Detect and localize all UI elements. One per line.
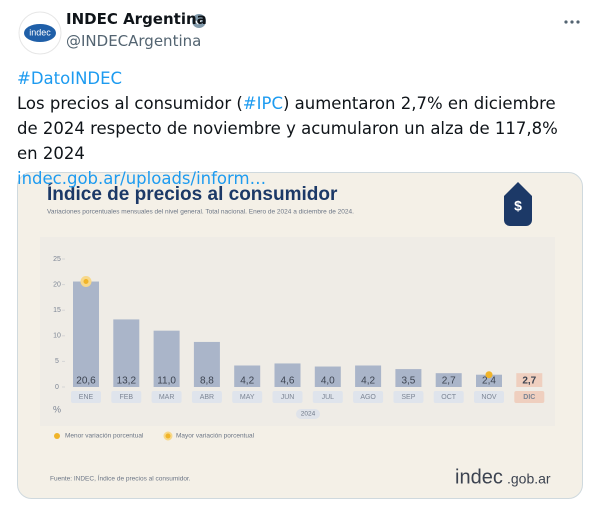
bar (435, 373, 462, 387)
bar (516, 373, 543, 387)
x-tick-label: ENE (79, 394, 94, 401)
chart-title: Índice de precios al consumidor (47, 183, 338, 205)
y-tick-label: 25 (53, 256, 61, 263)
category-pill (71, 391, 101, 403)
category-pill (191, 391, 222, 403)
y-tick-label: 10 (53, 333, 61, 340)
avatar-logo (24, 24, 56, 42)
category-pill (111, 391, 142, 403)
bar (274, 363, 301, 387)
value-label: 4,2 (361, 376, 375, 387)
category-pill (514, 391, 545, 403)
legend-max-dot (163, 431, 173, 441)
legend-min-label: Menor variación porcentual (65, 433, 144, 440)
value-label: 4,6 (281, 376, 295, 387)
hashtag[interactable]: #IPC (242, 94, 283, 113)
category-pill (433, 391, 464, 403)
category-pill (353, 391, 384, 403)
tweet-text: #DatoINDEC Los precios al consumidor (#I… (17, 66, 577, 191)
price-tag-icon (504, 182, 532, 226)
value-label: 13,2 (117, 376, 137, 387)
min-marker (485, 371, 493, 379)
bar (193, 341, 220, 387)
handle[interactable]: @INDECArgentina (66, 32, 202, 50)
logo: indec (455, 466, 503, 488)
y-axis-label: % (53, 404, 61, 414)
bar (234, 365, 261, 387)
x-tick-label: DIC (523, 394, 535, 401)
value-label: 2,7 (442, 376, 456, 387)
category-pill (232, 391, 263, 403)
verified-badge (192, 14, 206, 28)
value-label: 4,2 (240, 376, 254, 387)
value-label: 4,0 (321, 376, 335, 387)
link[interactable]: indec.gob.ar/uploads/inform… (17, 169, 267, 188)
source: Fuente: INDEC, Índice de precios al cons… (50, 474, 191, 483)
category-pill (474, 391, 504, 403)
max-marker (80, 276, 92, 288)
x-label-pill (296, 409, 320, 419)
x-tick-label: AGO (360, 394, 376, 401)
bar (314, 366, 341, 387)
chart-subtitle: Variaciones porcentuales mensuales del n… (47, 209, 354, 216)
y-tick-label: 15 (53, 307, 61, 314)
category-pill (272, 391, 303, 403)
legend-min-dot (54, 433, 60, 439)
y-tick-label: 20 (53, 281, 61, 288)
category-pill (393, 391, 424, 403)
bar (113, 319, 140, 387)
bar (73, 281, 99, 387)
body-text: Los precios al consumidor (#IPC) aumenta… (17, 91, 577, 166)
category-pill (312, 391, 343, 403)
x-tick-label: FEB (119, 394, 133, 401)
text: ) aumentaron 2,7% en diciembre de 2024 r… (17, 94, 558, 163)
x-tick-label: SEP (401, 394, 415, 401)
logo-suffix: .gob.ar (507, 471, 551, 487)
bar (153, 330, 180, 387)
verified-check (194, 17, 204, 25)
value-label: 8,8 (200, 376, 214, 387)
display-name[interactable]: INDEC Argentina (66, 10, 207, 28)
y-tick-label: 0 (55, 384, 59, 391)
x-tick-label: OCT (441, 394, 457, 401)
value-label: 11,0 (157, 376, 176, 387)
x-tick-label: MAY (240, 394, 255, 401)
x-tick-label: NOV (481, 394, 497, 401)
avatar-text: indec (29, 27, 51, 37)
value-label: 2,7 (522, 376, 536, 387)
value-label: 20,6 (76, 376, 96, 387)
bar (355, 365, 382, 387)
category-pill (151, 391, 182, 403)
more-button[interactable] (564, 20, 580, 24)
value-label: 2,4 (482, 376, 496, 387)
icon-glyph: $ (514, 198, 522, 214)
x-tick-label: JUN (281, 394, 295, 401)
text: Los precios al consumidor ( (17, 94, 243, 113)
y-tick-label: 5 (55, 358, 59, 365)
x-tick-label: ABR (200, 394, 214, 401)
value-label: 3,5 (401, 376, 415, 387)
hashtag[interactable]: #DatoINDEC (17, 69, 123, 88)
bar (395, 369, 422, 387)
x-tick-label: JUL (322, 394, 335, 401)
bar (476, 374, 502, 387)
x-tick-label: MAR (159, 394, 175, 401)
x-axis-label: 2024 (301, 411, 316, 418)
legend-max-label: Mayor variación porcentual (176, 433, 255, 440)
